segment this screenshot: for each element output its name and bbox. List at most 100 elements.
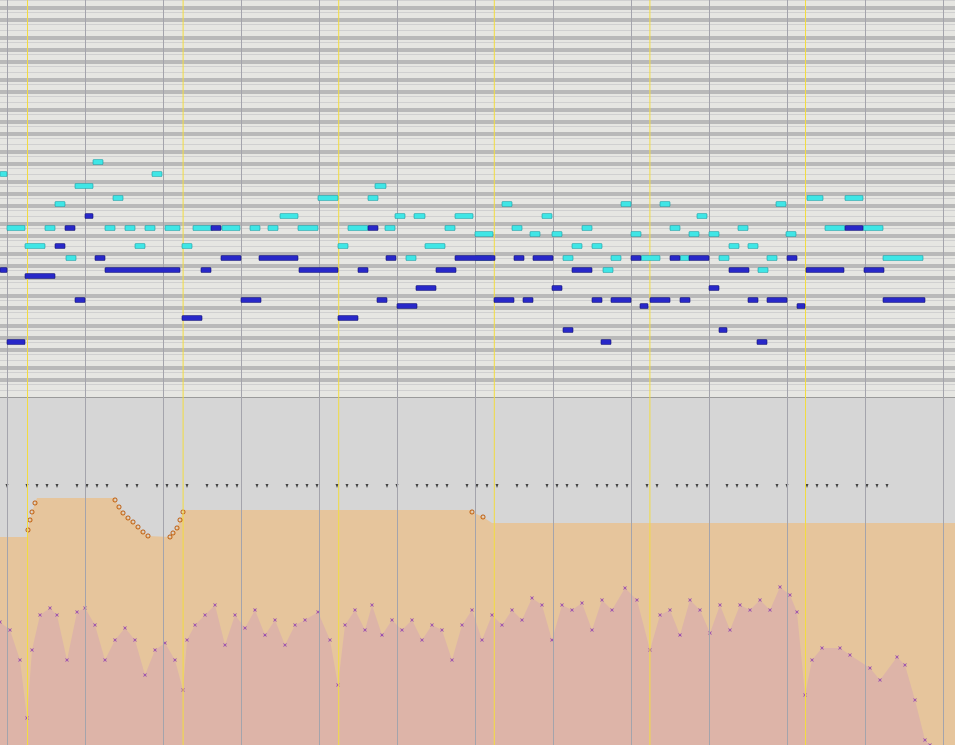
- event-marker: [225, 484, 229, 488]
- note: [649, 297, 671, 303]
- velocity-point: [420, 638, 424, 642]
- key-row: [0, 312, 955, 313]
- velocity-point: [530, 596, 534, 600]
- note: [493, 297, 515, 303]
- note: [806, 195, 824, 201]
- event-marker: [35, 484, 39, 488]
- velocity-point: [103, 658, 107, 662]
- note: [200, 267, 212, 273]
- note: [747, 243, 759, 249]
- note: [249, 225, 261, 231]
- note: [688, 255, 710, 261]
- velocity-point: [590, 628, 594, 632]
- velocity-point: [65, 658, 69, 662]
- key-row: [0, 156, 955, 157]
- velocity-point: [580, 601, 584, 605]
- key-row: [0, 306, 955, 310]
- note: [529, 231, 541, 237]
- note: [297, 225, 319, 231]
- note: [600, 339, 612, 345]
- note: [357, 267, 369, 273]
- velocity-point: [820, 646, 824, 650]
- note: [640, 255, 661, 261]
- velocity-point: [688, 598, 692, 602]
- velocity-point: [520, 618, 524, 622]
- velocity-point: [143, 673, 147, 677]
- note: [659, 201, 671, 207]
- key-row: [0, 216, 955, 217]
- key-row: [0, 84, 955, 85]
- note: [562, 255, 574, 261]
- velocity-point: [848, 653, 852, 657]
- tempo-point: [140, 529, 146, 535]
- key-row: [0, 36, 955, 40]
- event-marker: [105, 484, 109, 488]
- key-row: [0, 24, 955, 25]
- velocity-point: [570, 608, 574, 612]
- note: [513, 255, 525, 261]
- velocity-point: [303, 618, 307, 622]
- event-marker: [435, 484, 439, 488]
- velocity-point: [410, 618, 414, 622]
- velocity-point: [173, 658, 177, 662]
- key-row: [0, 6, 955, 10]
- note: [602, 267, 614, 273]
- note: [221, 225, 241, 231]
- note: [54, 243, 66, 249]
- velocity-point: [253, 608, 257, 612]
- note: [347, 225, 369, 231]
- note: [413, 213, 426, 219]
- event-marker: [595, 484, 599, 488]
- event-marker: [125, 484, 129, 488]
- event-marker: [265, 484, 269, 488]
- note: [74, 183, 94, 189]
- event-marker: [255, 484, 259, 488]
- note: [785, 231, 797, 237]
- note: [0, 171, 8, 177]
- note: [415, 285, 437, 291]
- velocity-point: [38, 613, 42, 617]
- tempo-point: [130, 519, 136, 525]
- key-row: [0, 378, 955, 382]
- velocity-point: [113, 638, 117, 642]
- event-marker: [865, 484, 869, 488]
- velocity-point: [233, 613, 237, 617]
- tempo-point: [32, 500, 38, 506]
- velocity-point: [510, 608, 514, 612]
- key-row: [0, 348, 955, 352]
- note: [65, 255, 77, 261]
- key-row: [0, 294, 955, 298]
- note: [863, 267, 885, 273]
- tempo-point: [112, 497, 118, 503]
- velocity-point: [738, 603, 742, 607]
- note: [6, 225, 26, 231]
- velocity-point: [768, 608, 772, 612]
- note: [104, 267, 181, 273]
- event-marker: [355, 484, 359, 488]
- tempo-point: [120, 510, 126, 516]
- note: [367, 225, 379, 231]
- note: [551, 231, 563, 237]
- event-marker: [615, 484, 619, 488]
- tempo-point: [177, 517, 183, 523]
- note: [220, 255, 242, 261]
- key-row: [0, 42, 955, 43]
- note: [522, 297, 534, 303]
- velocity-point: [718, 603, 722, 607]
- event-marker: [445, 484, 449, 488]
- note: [805, 267, 845, 273]
- tempo-point: [116, 504, 122, 510]
- key-row: [0, 48, 955, 52]
- velocity-point: [500, 623, 504, 627]
- note: [728, 267, 750, 273]
- event-marker: [425, 484, 429, 488]
- note: [240, 297, 262, 303]
- velocity-point: [698, 608, 702, 612]
- note: [384, 225, 396, 231]
- key-row: [0, 372, 955, 373]
- note: [374, 183, 387, 189]
- velocity-point: [490, 613, 494, 617]
- note: [620, 201, 632, 207]
- key-row: [0, 264, 955, 268]
- note: [454, 213, 474, 219]
